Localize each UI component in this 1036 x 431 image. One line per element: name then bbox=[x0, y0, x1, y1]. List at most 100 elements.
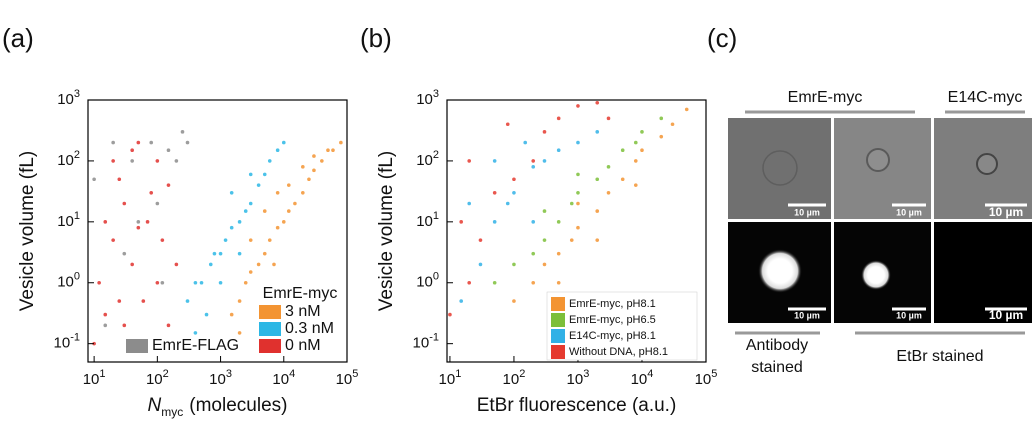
scale-bars bbox=[788, 203, 1027, 311]
y-tick-label: 100 bbox=[57, 271, 80, 291]
point bbox=[576, 172, 580, 177]
point bbox=[256, 262, 261, 267]
plot-points bbox=[448, 100, 689, 317]
point bbox=[320, 159, 324, 163]
point bbox=[595, 130, 600, 134]
point bbox=[122, 323, 127, 328]
point bbox=[193, 331, 198, 335]
point bbox=[92, 177, 96, 182]
point bbox=[136, 140, 141, 145]
point bbox=[556, 220, 561, 224]
y-tick-label: 101 bbox=[57, 210, 80, 230]
point bbox=[659, 116, 664, 121]
vesicle bbox=[976, 153, 998, 175]
point bbox=[248, 238, 253, 242]
point bbox=[492, 280, 497, 285]
point bbox=[136, 225, 141, 230]
point bbox=[166, 323, 171, 328]
point bbox=[111, 238, 115, 242]
point bbox=[312, 168, 316, 173]
x-tick-label: 105 bbox=[336, 368, 359, 388]
point bbox=[492, 190, 497, 195]
point bbox=[326, 148, 330, 152]
legend-swatch bbox=[259, 305, 281, 319]
point bbox=[312, 154, 316, 158]
point bbox=[505, 201, 510, 206]
legend-label: 0 nM bbox=[285, 337, 321, 354]
point bbox=[512, 190, 516, 195]
legend-label: EmrE-FLAG bbox=[152, 337, 239, 354]
vesicle bbox=[758, 249, 802, 293]
point bbox=[130, 159, 134, 163]
point bbox=[576, 190, 580, 195]
legend-label: 0.3 nM bbox=[285, 320, 334, 337]
point bbox=[492, 220, 497, 224]
point bbox=[275, 225, 280, 230]
point bbox=[556, 116, 561, 121]
point bbox=[229, 190, 234, 195]
point bbox=[293, 201, 297, 206]
point bbox=[130, 262, 134, 267]
point bbox=[180, 130, 185, 134]
x-label-text: (molecules) bbox=[189, 395, 287, 416]
plot-frame bbox=[446, 99, 707, 363]
point bbox=[512, 177, 516, 182]
point bbox=[111, 140, 115, 145]
point bbox=[103, 220, 108, 224]
point bbox=[576, 140, 580, 145]
x-tick-label: 101 bbox=[83, 368, 106, 388]
caption: stained bbox=[751, 359, 803, 376]
group-label: E14C-myc bbox=[948, 89, 1023, 106]
point bbox=[531, 251, 536, 256]
legend-title: EmrE-myc bbox=[263, 285, 338, 302]
scale-label: 10 µm bbox=[896, 310, 922, 320]
point bbox=[174, 262, 179, 267]
legend-swatch bbox=[259, 322, 281, 336]
panel-label: (c) bbox=[707, 23, 737, 53]
point bbox=[569, 201, 574, 206]
point bbox=[103, 323, 108, 328]
point bbox=[478, 262, 483, 267]
point bbox=[640, 148, 644, 152]
point bbox=[237, 331, 242, 335]
point bbox=[262, 251, 267, 256]
y-axis-label: Vesicle volume (fL) bbox=[376, 151, 397, 312]
y-tick-label: 102 bbox=[416, 149, 439, 169]
point bbox=[633, 159, 638, 163]
point bbox=[633, 140, 638, 145]
point bbox=[670, 122, 675, 127]
point bbox=[141, 299, 146, 303]
point bbox=[606, 190, 611, 195]
y-tick-label: 101 bbox=[416, 210, 439, 230]
caption: Antibody bbox=[746, 337, 808, 354]
point bbox=[467, 159, 472, 163]
point bbox=[92, 341, 96, 346]
point bbox=[531, 159, 536, 163]
legend-swatch bbox=[551, 297, 565, 311]
point bbox=[576, 225, 580, 230]
point bbox=[243, 280, 248, 285]
legend-label: 3 nM bbox=[285, 303, 321, 320]
scale-label: 10 µm bbox=[896, 207, 922, 217]
point bbox=[208, 262, 213, 267]
point bbox=[523, 140, 528, 145]
point bbox=[331, 148, 335, 152]
legend-swatch bbox=[259, 339, 281, 353]
y-tick-label: 102 bbox=[57, 149, 80, 169]
x-tick-label: 103 bbox=[209, 368, 232, 388]
point bbox=[542, 238, 547, 242]
legend-label: EmrE-myc, pH8.1 bbox=[569, 298, 656, 310]
point bbox=[122, 201, 127, 206]
x-tick-label: 102 bbox=[146, 368, 169, 388]
y-axis-label: Vesicle volume (fL) bbox=[17, 151, 38, 312]
point bbox=[339, 140, 343, 145]
image bbox=[934, 222, 1032, 323]
point bbox=[218, 251, 223, 256]
point bbox=[229, 312, 234, 317]
point bbox=[633, 183, 638, 187]
point bbox=[160, 238, 165, 242]
legend-label: Without DNA, pH8.1 bbox=[569, 346, 668, 358]
point bbox=[467, 201, 472, 206]
point bbox=[531, 165, 536, 169]
point bbox=[166, 148, 171, 152]
